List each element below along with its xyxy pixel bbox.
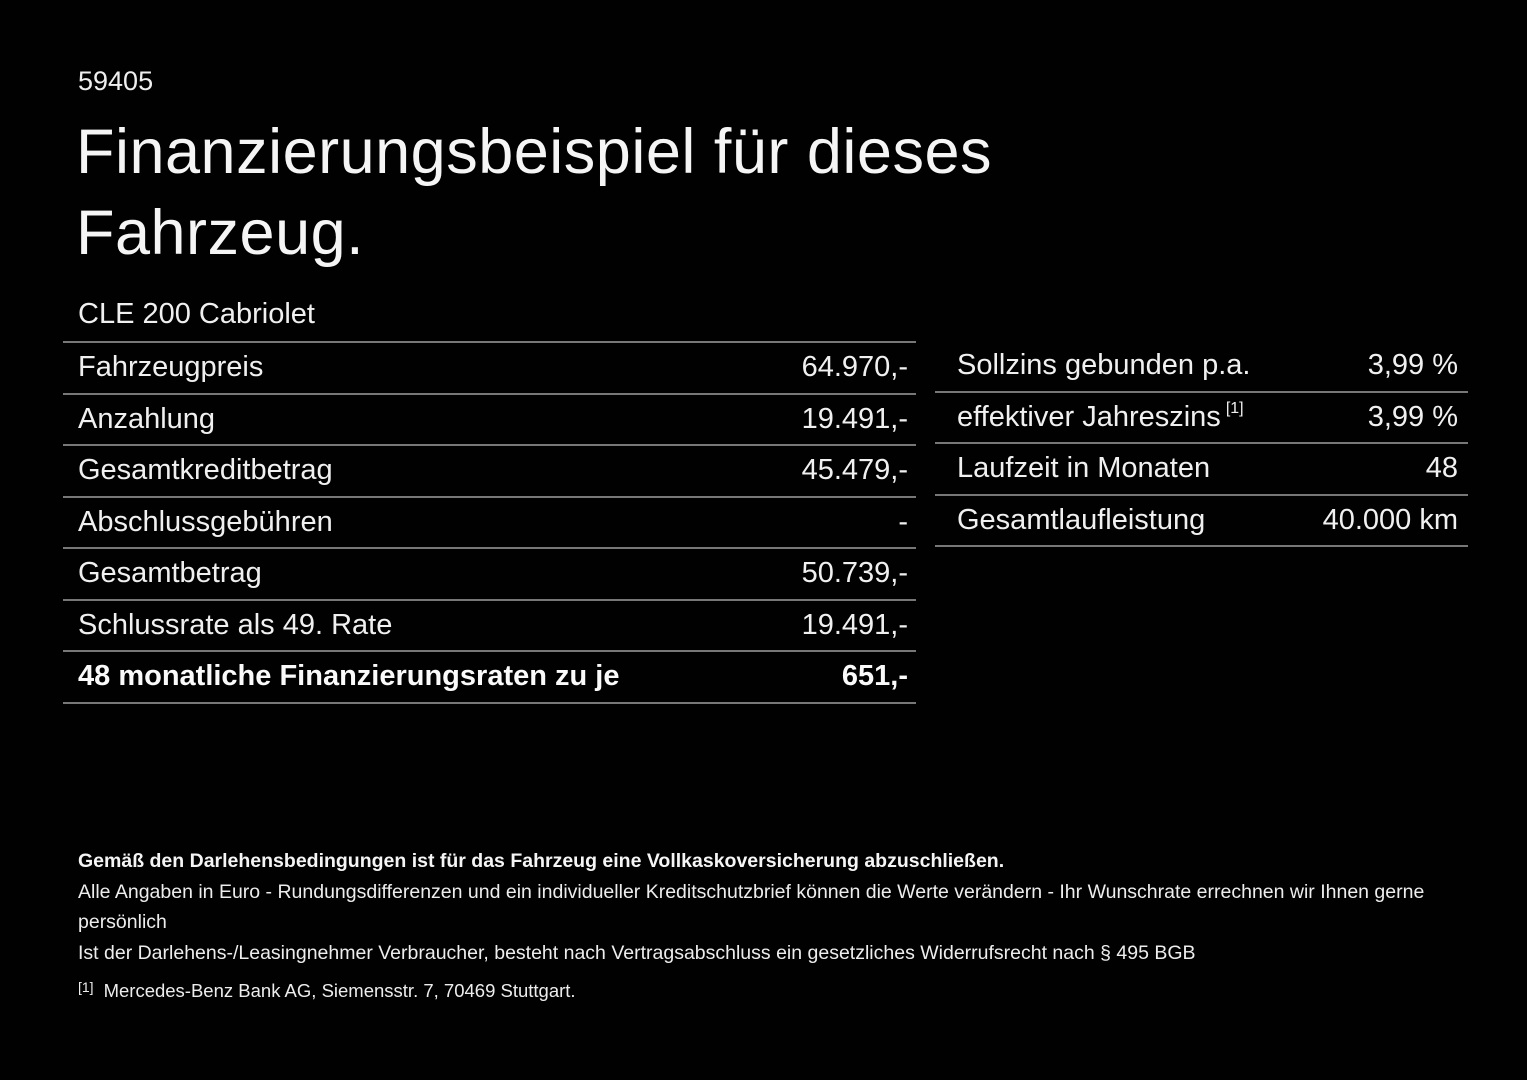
row-label-text: effektiver Jahreszins (957, 400, 1221, 433)
page-title-line2: Fahrzeug. (76, 198, 365, 268)
footnote-bank-reference: [1] Mercedes-Benz Bank AG, Siemensstr. 7,… (78, 972, 1458, 1007)
row-value: 64.970,- (801, 351, 908, 384)
table-row-schlussrate: Schlussrate als 49. Rate 19.491,- (63, 598, 916, 651)
table-row-abschlussgebuehren: Abschlussgebühren - (63, 495, 916, 548)
page-title-line1: Finanzierungsbeispiel für dieses (76, 117, 992, 187)
row-value: 50.739,- (801, 557, 908, 590)
row-value: 48 (1425, 452, 1458, 485)
financing-table-right: Sollzins gebunden p.a. 3,99 % effektiver… (935, 341, 1468, 547)
row-value: 3,99 % (1367, 400, 1458, 433)
footnote-marker: [1] (1225, 399, 1244, 417)
table-row-anzahlung: Anzahlung 19.491,- (63, 392, 916, 445)
footnote-euro-note: Alle Angaben in Euro - Rundungsdifferenz… (78, 880, 1425, 934)
table-row-fahrzeugpreis: Fahrzeugpreis 64.970,- (63, 341, 916, 393)
listing-id: 59405 (78, 66, 154, 96)
footnote-insurance: Gemäß den Darlehensbedingungen ist für d… (78, 850, 1005, 872)
row-value: 19.491,- (801, 402, 908, 435)
row-label: Anzahlung (78, 402, 216, 435)
footnote-widerrufsrecht: Ist der Darlehens-/Leasingnehmer Verbrau… (78, 941, 1196, 964)
row-label: Gesamtkreditbetrag (78, 454, 333, 487)
row-label: effektiver Jahreszins [1] (935, 399, 1244, 434)
vehicle-model: CLE 200 Cabriolet (78, 298, 315, 330)
table-row-gesamtlaufleistung: Gesamtlaufleistung 40.000 km (935, 496, 1468, 547)
page-title: Finanzierungsbeispiel für dieses Fahrzeug… (76, 112, 992, 274)
table-row-monatliche-rate: 48 monatliche Finanzierungsraten zu je 6… (63, 650, 916, 702)
row-label: Schlussrate als 49. Rate (78, 608, 393, 641)
row-value: 45.479,- (801, 454, 908, 487)
row-value: - (898, 505, 908, 538)
row-value: 40.000 km (1322, 503, 1458, 536)
financing-table-left: Fahrzeugpreis 64.970,- Anzahlung 19.491,… (63, 341, 916, 704)
row-label: Sollzins gebunden p.a. (957, 349, 1251, 382)
table-row-gesamtkreditbetrag: Gesamtkreditbetrag 45.479,- (63, 444, 916, 496)
row-label: 48 monatliche Finanzierungsraten zu je (78, 660, 620, 693)
row-value: 3,99 % (1367, 349, 1458, 382)
row-label: Fahrzeugpreis (78, 351, 264, 384)
row-label: Gesamtlaufleistung (957, 503, 1206, 536)
row-value: 19.491,- (801, 608, 908, 641)
row-value: 651,- (841, 660, 908, 693)
footnote-ref-text: Mercedes-Benz Bank AG, Siemensstr. 7, 70… (103, 980, 576, 1001)
footnotes-block: Gemäß den Darlehensbedingungen ist für d… (78, 846, 1458, 1007)
row-label: Laufzeit in Monaten (957, 452, 1211, 485)
table-row-gesamtbetrag: Gesamtbetrag 50.739,- (63, 547, 916, 599)
footnote-ref-marker: [1] (78, 979, 94, 995)
table-row-sollzins: Sollzins gebunden p.a. 3,99 % (935, 341, 1468, 393)
table-row-effektiver-jahreszins: effektiver Jahreszins [1] 3,99 % (935, 393, 1468, 444)
row-label: Abschlussgebühren (78, 505, 333, 538)
table-row-laufzeit: Laufzeit in Monaten 48 (935, 444, 1468, 496)
row-label: Gesamtbetrag (78, 557, 262, 590)
